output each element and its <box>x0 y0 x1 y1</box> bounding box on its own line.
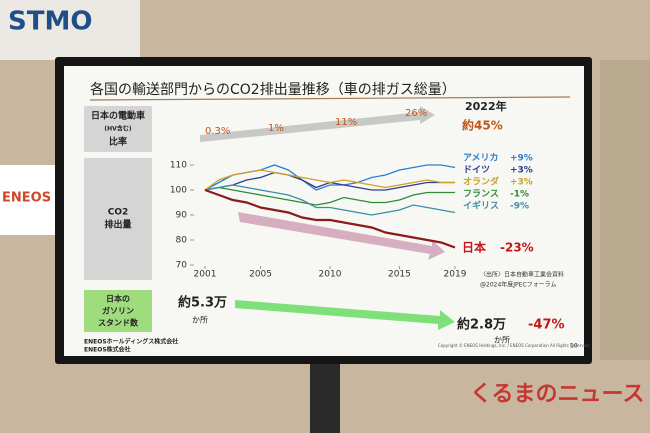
legend-change: +3% <box>510 178 533 188</box>
y-tick-label: 80 <box>176 236 188 246</box>
legend-name: 日本 <box>462 240 486 255</box>
station-start: 約5.3万 <box>178 295 227 311</box>
y-tick-label: 90 <box>176 211 188 221</box>
station-box <box>84 290 152 332</box>
ev-label: 日本の電動車 <box>91 110 145 122</box>
legend-change: +3% <box>510 166 533 176</box>
station-label: スタンド数 <box>98 318 139 328</box>
co2-box <box>84 158 152 280</box>
series-line <box>204 184 456 216</box>
y-tick-label: 100 <box>170 186 187 196</box>
ev-latest: 約45% <box>462 118 503 133</box>
station-end: 約2.8万 <box>457 317 506 333</box>
source: @2024年度JPECフォーラム <box>480 281 556 289</box>
ev-label: 比率 <box>109 136 127 148</box>
source: 〈出所〉日本自動車工業会資料 <box>480 271 564 279</box>
legend-change: +9% <box>510 154 533 164</box>
watermark: くるまのニュース <box>470 382 644 407</box>
x-tick-label: 2001 <box>194 270 217 280</box>
station-arrow <box>235 300 455 330</box>
station-start-unit: か所 <box>192 315 208 325</box>
station-label: ガソリン <box>102 306 134 316</box>
ev-point: 11% <box>335 117 357 128</box>
legend-change: -9% <box>510 202 529 212</box>
ev-point: 1% <box>268 123 284 134</box>
co2-label: CO2 <box>108 208 129 218</box>
x-tick-label: 2015 <box>388 270 411 280</box>
legend-name: イギリス <box>463 200 499 212</box>
legend-name: ドイツ <box>463 165 490 176</box>
footer: ENEOSホールディングス株式会社 <box>84 338 178 346</box>
footer: ENEOS株式会社 <box>84 346 131 354</box>
co2-arrow <box>238 212 445 260</box>
y-tick-label: 110 <box>170 161 187 171</box>
y-tick-label: 70 <box>176 261 188 271</box>
copyright: Copyright © ENEOS Holdings, Inc. / ENEOS… <box>438 343 590 348</box>
wall-panel <box>600 60 650 360</box>
sign-text: STMO <box>8 7 92 37</box>
ev-label: (HV含む) <box>104 125 131 133</box>
series-line <box>204 169 455 191</box>
x-tick-label: 2005 <box>249 270 272 280</box>
legend-change: -23% <box>500 241 534 255</box>
ev-arrow <box>200 106 435 142</box>
legend-name: フランス <box>463 189 499 200</box>
legend-name: オランダ <box>463 176 499 188</box>
co2-label: 排出量 <box>104 219 131 231</box>
slide-title: 各国の輸送部門からのCO2排出量推移（車の排ガス総量） <box>90 81 456 98</box>
logo-text: ENEOS <box>2 191 51 206</box>
series-line <box>204 186 455 206</box>
legend-name: アメリカ <box>463 153 499 164</box>
logo-board <box>0 165 60 235</box>
station-change: -47% <box>528 318 565 333</box>
legend-change: -1% <box>510 190 529 200</box>
station-end-unit: か所 <box>494 335 510 345</box>
x-tick-label: 2010 <box>319 270 342 280</box>
ev-box <box>84 106 152 152</box>
sign-board <box>0 0 140 60</box>
stand <box>310 362 340 433</box>
ev-year: 2022年 <box>465 99 507 113</box>
x-tick-label: 2019 <box>444 270 467 280</box>
ev-point: 26% <box>405 108 427 119</box>
title-rule <box>89 96 571 101</box>
series-line <box>204 188 456 249</box>
page-number: 10 <box>570 343 578 350</box>
ev-point: 0.3% <box>205 126 230 137</box>
station-label: 日本の <box>106 294 130 304</box>
